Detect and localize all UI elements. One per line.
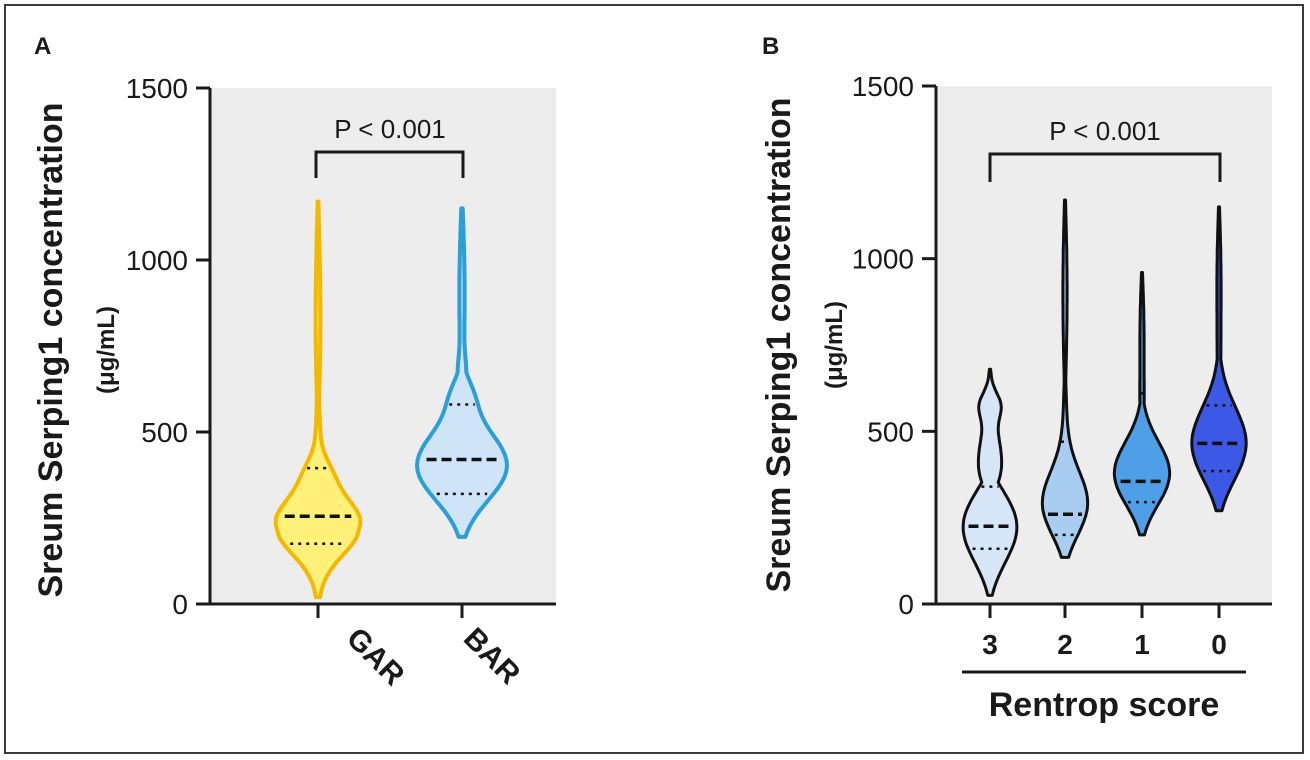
panel-b-significance-bracket	[988, 152, 1222, 182]
panel-b-y-axis-unit: (μg/mL)	[821, 301, 848, 389]
y-tick-label: 1500	[852, 71, 914, 102]
violin-2	[1040, 198, 1090, 559]
panel-b-category-label-1: 1	[1134, 629, 1150, 660]
y-tick-label: 1500	[126, 73, 188, 104]
panel-b-x-axis-label: Rentrop score	[989, 686, 1220, 724]
y-tick-label: 500	[867, 416, 914, 447]
y-tick-label: 0	[898, 589, 914, 620]
violin-gar	[273, 199, 363, 600]
panel-b: B Sreum Serping1 concentration (μg/mL) 0…	[760, 33, 1272, 724]
panel-a: A Sreum Serping1 concentration (μg/mL) 0…	[32, 33, 556, 692]
panel-b-axes: 0 500 1000 1500	[852, 71, 1272, 620]
panel-b-label: B	[762, 33, 779, 60]
panel-a-label: A	[34, 33, 51, 60]
panel-b-category-label-2: 2	[1057, 629, 1073, 660]
panel-b-category-label-3: 3	[982, 629, 998, 660]
panel-a-category-label-gar: GAR	[340, 622, 411, 693]
panel-a-y-axis-label: Sreum Serping1 concentration	[32, 103, 70, 598]
panel-a-plot-background	[210, 88, 556, 604]
y-tick-label: 1000	[126, 245, 188, 276]
violin-bar	[415, 206, 509, 539]
violin-3	[961, 367, 1019, 597]
panel-a-y-axis-unit: (μg/mL)	[93, 306, 120, 394]
panel-b-violins	[961, 198, 1248, 597]
y-tick-label: 1000	[852, 244, 914, 275]
violin-0	[1190, 205, 1248, 513]
panel-a-p-value: P < 0.001	[334, 114, 446, 144]
panel-a-violins	[273, 199, 509, 600]
y-tick-label: 500	[141, 417, 188, 448]
y-tick-label: 0	[172, 589, 188, 620]
panel-b-y-axis-label: Sreum Serping1 concentration	[760, 98, 798, 593]
violin-1	[1112, 271, 1172, 537]
panel-a-axes: 0 500 1000 1500	[126, 73, 556, 620]
panel-b-p-value: P < 0.001	[1049, 116, 1161, 146]
panel-b-category-label-0: 0	[1211, 629, 1227, 660]
panel-a-category-label-bar: BAR	[457, 622, 527, 692]
panel-a-significance-bracket	[314, 150, 465, 178]
